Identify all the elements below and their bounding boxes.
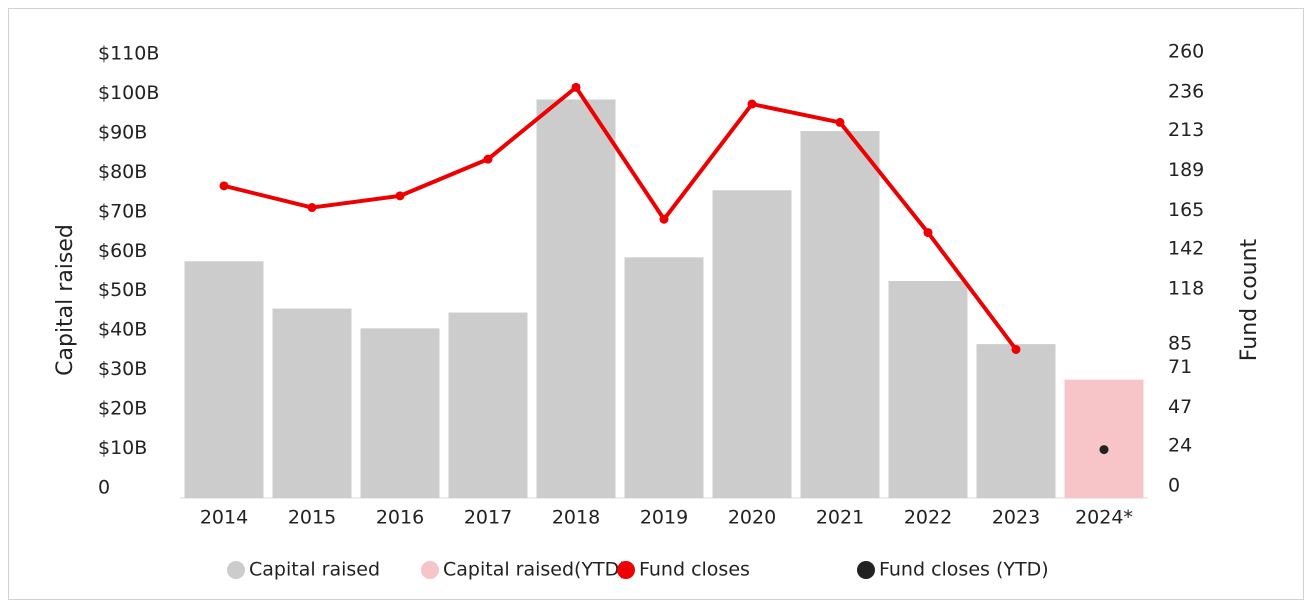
point: [835, 117, 845, 127]
legend-label: Fund closes (YTD): [879, 559, 1049, 581]
y-tick-label: $20B: [98, 398, 147, 420]
legend-swatch: [227, 561, 245, 579]
y-tick-label: $90B: [98, 121, 147, 143]
y-tick-label: $110B: [98, 43, 159, 65]
point: [483, 154, 493, 164]
bar: [184, 261, 264, 498]
y2-tick-label: 142: [1168, 237, 1204, 259]
x-tick-label: 2016: [376, 507, 424, 529]
x-tick-label: 2024*: [1075, 507, 1133, 529]
x-tick-label: 2015: [288, 507, 336, 529]
y2-axis-title: Fund count: [1237, 238, 1262, 361]
bar: [448, 312, 528, 498]
point: [219, 181, 229, 191]
y2-tick-label: 189: [1168, 159, 1204, 181]
y-tick-label: $80B: [98, 161, 147, 183]
y-tick-label: 0: [98, 477, 110, 499]
bar: [624, 257, 704, 498]
y2-tick-label: 24: [1168, 434, 1192, 456]
x-tick-label: 2019: [640, 507, 688, 529]
legend-label: Capital raised: [249, 559, 380, 581]
bar: [976, 344, 1056, 498]
y-tick-label: $50B: [98, 279, 147, 301]
y-tick-label: $60B: [98, 240, 147, 262]
legend-label: Fund closes: [639, 559, 750, 581]
y2-tick-label: 0: [1168, 475, 1180, 497]
point: [923, 228, 933, 238]
bar: [536, 99, 616, 498]
y-tick-label: $40B: [98, 319, 147, 341]
legend-label: Capital raised(YTD): [443, 559, 627, 581]
bar: [712, 190, 792, 498]
bar: [272, 308, 352, 498]
y2-tick-label: 260: [1168, 41, 1204, 63]
line: [223, 85, 1018, 351]
y2-tick-label: 71: [1168, 356, 1192, 378]
y2-tick-label: 85: [1168, 333, 1192, 355]
point: [307, 203, 317, 213]
x-tick-label: 2014: [200, 507, 248, 529]
x-tick-label: 2018: [552, 507, 600, 529]
legend-swatch: [617, 561, 635, 579]
y-axis-title: Capital raised: [53, 224, 78, 376]
point: [571, 82, 581, 92]
y-tick-label: $10B: [98, 437, 147, 459]
y-tick-label: $100B: [98, 82, 159, 104]
y-tick-label: $70B: [98, 200, 147, 222]
x-tick-label: 2021: [816, 507, 864, 529]
bar: [888, 281, 968, 498]
frame: [8, 8, 1304, 600]
y2-tick-label: 118: [1168, 278, 1204, 300]
legend-swatch: [421, 561, 439, 579]
point: [1099, 445, 1109, 455]
point: [395, 191, 405, 201]
x-tick-label: 2017: [464, 507, 512, 529]
legend-swatch: [857, 561, 875, 579]
y2-tick-label: 236: [1168, 81, 1204, 103]
y-tick-label: $30B: [98, 358, 147, 380]
y2-tick-label: 47: [1168, 396, 1192, 418]
point: [1011, 344, 1021, 354]
x-tick-label: 2022: [904, 507, 952, 529]
point: [659, 214, 669, 224]
x-tick-label: 2020: [728, 507, 776, 529]
y2-tick-label: 165: [1168, 199, 1204, 221]
bar: [800, 131, 880, 498]
bar: [1064, 379, 1144, 498]
y2-tick-label: 213: [1168, 119, 1204, 141]
point: [747, 99, 757, 109]
bar: [360, 328, 440, 498]
x-tick-label: 2023: [992, 507, 1040, 529]
